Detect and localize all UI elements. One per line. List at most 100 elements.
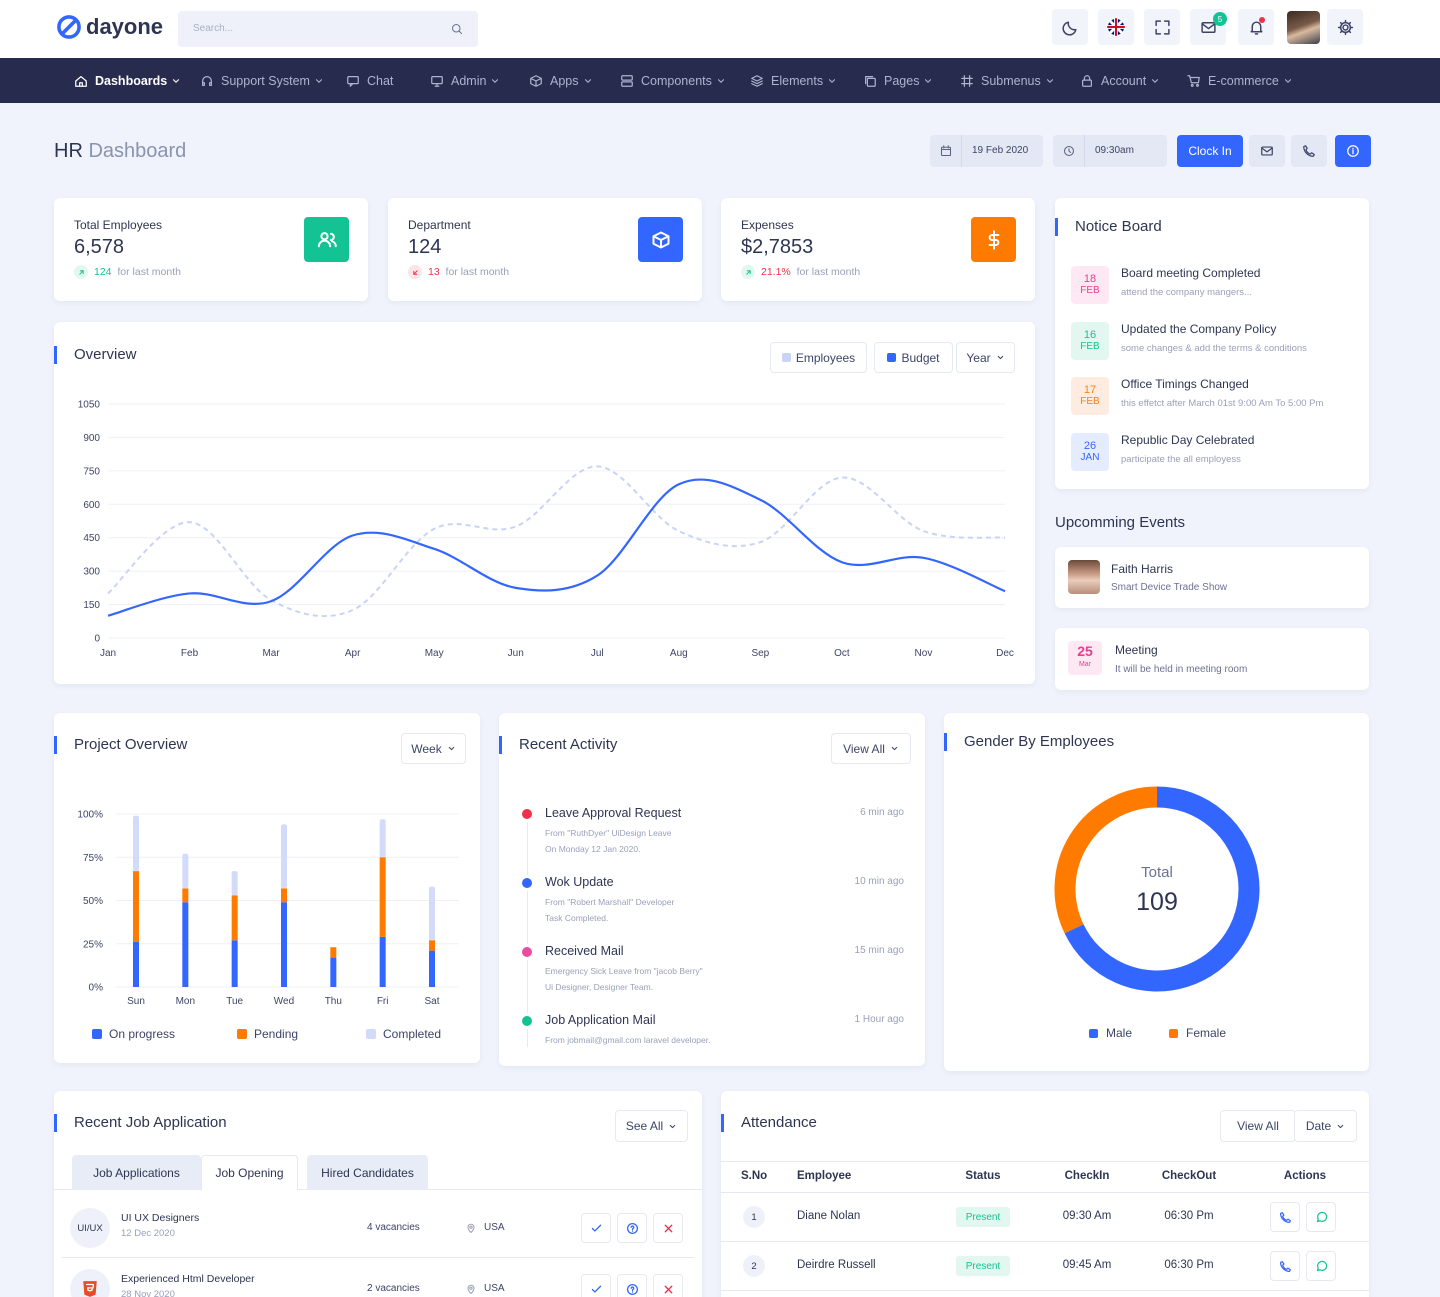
clock-in-button[interactable]: Clock In: [1177, 135, 1243, 167]
y-tick-label: 600: [83, 500, 100, 511]
stat-value: 124: [408, 236, 442, 258]
event-avatar: [1068, 560, 1100, 594]
button-label: Year: [966, 350, 991, 365]
action-button[interactable]: [653, 1213, 683, 1243]
nav-item[interactable]: Submenus: [960, 58, 1055, 103]
icon-part: [1152, 78, 1159, 83]
stat-note: for last month: [117, 266, 181, 278]
toolbar-button[interactable]: [1335, 135, 1371, 167]
action-button[interactable]: [617, 1213, 647, 1243]
icon-info: [1106, 17, 1126, 37]
action-button[interactable]: [1306, 1251, 1336, 1281]
icon-part: [1316, 1260, 1327, 1271]
toolbar-button[interactable]: [1291, 135, 1327, 167]
avatar[interactable]: [1287, 11, 1320, 44]
tab[interactable]: Hired Candidates: [307, 1155, 428, 1190]
icon-part: [925, 78, 932, 83]
header-button[interactable]: [1144, 9, 1180, 45]
y-tick-label: 300: [83, 567, 100, 578]
job-location: USA: [484, 1283, 505, 1294]
nav-item[interactable]: E-commerce: [1187, 58, 1293, 103]
serial: 2: [743, 1255, 765, 1277]
button[interactable]: See All: [615, 1110, 688, 1142]
icon-part: [75, 75, 87, 87]
button-label: View All: [1237, 1119, 1279, 1133]
activity-title: Received Mail: [545, 944, 624, 958]
event-name: Faith Harris: [1111, 562, 1174, 576]
icon-chev: [315, 78, 322, 83]
header-button[interactable]: [1238, 9, 1274, 45]
nav-item[interactable]: Dashboards: [74, 58, 181, 103]
action-button[interactable]: [1306, 1202, 1336, 1232]
checkout: 06:30 Pm: [1164, 1259, 1214, 1271]
nav-item[interactable]: Apps: [529, 58, 593, 103]
button[interactable]: View All: [831, 733, 911, 764]
x-tick-label: Feb: [181, 648, 199, 659]
nav-item[interactable]: Chat: [346, 58, 393, 103]
search-box[interactable]: Search...: [178, 11, 478, 47]
job-title: UI UX Designers: [121, 1212, 200, 1224]
icon-copy: [865, 75, 876, 87]
action-button[interactable]: [653, 1274, 683, 1297]
action-button[interactable]: [581, 1213, 611, 1243]
icon-moon: [1061, 20, 1077, 36]
nav-item[interactable]: Elements: [750, 58, 837, 103]
tab[interactable]: Job Applications: [72, 1155, 201, 1190]
date-box[interactable]: 19 Feb 2020: [930, 135, 1043, 167]
logo[interactable]: dayone: [86, 14, 164, 39]
nav-item[interactable]: Support System: [200, 58, 324, 103]
nav-label: Support System: [221, 73, 310, 88]
y-tick-label: 900: [83, 433, 100, 444]
button[interactable]: Date: [1294, 1110, 1357, 1142]
settings-button[interactable]: [1327, 9, 1363, 45]
nav-item[interactable]: Account: [1080, 58, 1160, 103]
icon-part: [434, 82, 440, 87]
button[interactable]: Year: [956, 342, 1015, 373]
time-box[interactable]: 09:30am: [1053, 135, 1167, 167]
action-button[interactable]: [1270, 1202, 1300, 1232]
x-tick-label: May: [425, 648, 444, 659]
card-title: Recent Job Application: [74, 1114, 227, 1131]
time-icon-box: [1053, 135, 1085, 167]
stat-card: Expenses $2,7853 21.1% for last month: [721, 198, 1035, 301]
nav-label: Dashboards: [95, 73, 168, 88]
timeline-dot: [522, 1016, 532, 1026]
icon-part: [1284, 78, 1291, 83]
icon-part: [1068, 148, 1072, 154]
icon-part: [1341, 23, 1349, 31]
action-button[interactable]: [581, 1274, 611, 1297]
tab[interactable]: Job Opening: [201, 1155, 298, 1190]
icon-chev: [173, 78, 180, 83]
title-bar: [54, 736, 57, 754]
toolbar-button[interactable]: [1249, 135, 1285, 167]
icon-phone: [1279, 1260, 1291, 1272]
icon-pin: [467, 1223, 475, 1234]
icon-grid: [961, 74, 973, 87]
icon-server: [621, 74, 633, 87]
legend-button[interactable]: Employees: [770, 342, 867, 373]
icon-part: [1261, 146, 1273, 156]
header-button[interactable]: [1052, 9, 1088, 45]
action-button[interactable]: [617, 1274, 647, 1297]
legend-button[interactable]: Budget: [874, 342, 953, 373]
icon-pin: [467, 1284, 475, 1295]
button[interactable]: View All: [1220, 1110, 1296, 1142]
nav-item[interactable]: Components: [620, 58, 726, 103]
icon-part: [317, 232, 337, 247]
button-label: View All: [843, 741, 885, 756]
header-button[interactable]: [1098, 9, 1134, 45]
activity-time: 1 Hour ago: [854, 1014, 904, 1025]
nav-item[interactable]: Admin: [430, 58, 500, 103]
icon-check: [591, 1285, 601, 1293]
activity-line: From "RuthDyer" UiDesign Leave: [545, 828, 672, 838]
icon-chev: [829, 78, 836, 83]
y-tick-label: 25%: [83, 939, 103, 950]
action-button[interactable]: [1270, 1251, 1300, 1281]
button[interactable]: Week: [401, 733, 466, 764]
bar-segment: [133, 871, 139, 943]
employee: Diane Nolan: [797, 1210, 861, 1222]
card-title: Overview: [74, 346, 137, 363]
status-badge: Present: [956, 1207, 1010, 1227]
icon-part: [961, 74, 973, 87]
nav-item[interactable]: Pages: [863, 58, 933, 103]
